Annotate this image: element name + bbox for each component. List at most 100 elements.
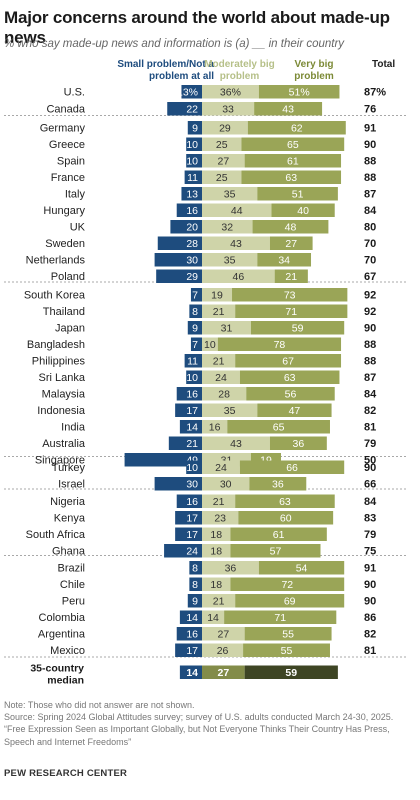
country-indonesia: Indonesia: [37, 405, 86, 417]
bar-small-philippines: [184, 354, 202, 368]
label-total-peru: 90: [364, 595, 376, 607]
label-very-malaysia: 56: [285, 388, 297, 400]
bar-moderate-south-korea: [202, 288, 233, 302]
label-total-canada: 76: [364, 103, 376, 115]
label-small-spain: 10: [186, 155, 198, 167]
label-small-philippines: 11: [187, 355, 198, 367]
bar-small-italy: [181, 187, 202, 201]
bar-moderate-brazil: [202, 561, 259, 575]
label-moderate-u-s: 36%: [220, 86, 241, 98]
note-text: Note: Those who did not answer are not s…: [4, 700, 195, 710]
bar-very-uk: [252, 220, 329, 234]
country-france: France: [51, 172, 85, 184]
bar-very-philippines: [235, 354, 342, 368]
label-very-peru: 69: [284, 595, 296, 607]
label-small-nigeria: 16: [186, 496, 198, 508]
bar-very-brazil: [258, 561, 345, 575]
country-canada: Canada: [46, 103, 85, 115]
bar-very-chile: [230, 577, 345, 591]
label-small-india: 14: [186, 421, 198, 433]
bar-moderate-greece: [202, 137, 242, 151]
bar-very-israel: [249, 477, 307, 491]
label-small-italy: 13: [186, 188, 198, 200]
label-moderate-peru: 21: [213, 595, 225, 607]
bar-very-u-s: [258, 85, 340, 99]
label-moderate-south-africa: 18: [210, 529, 222, 541]
label-total-turkey: 90: [364, 462, 376, 474]
bar-small-argentina: [176, 627, 202, 641]
label-total-malaysia: 84: [364, 388, 377, 400]
label-small-greece: 10: [186, 139, 198, 151]
label-total-sri-lanka: 87: [364, 372, 376, 384]
bar-small-turkey: [186, 460, 202, 474]
country-uk: UK: [70, 221, 86, 233]
label-total-brazil: 91: [364, 562, 376, 574]
label-total-poland: 67: [364, 271, 376, 283]
label-small-germany: 9: [192, 122, 198, 134]
label-small-uk: 20: [186, 221, 198, 233]
label-moderate-philippines: 21: [213, 355, 225, 367]
bar-small-bangladesh: [190, 337, 202, 351]
label-very-canada: 43: [282, 103, 294, 115]
bar-very-india: [227, 420, 330, 434]
label-moderate-netherlands: 35: [224, 254, 236, 266]
label-total-bangladesh: 88: [364, 339, 376, 351]
chart-title: Major concerns around the world about ma…: [4, 8, 390, 47]
label-very-nigeria: 63: [279, 496, 291, 508]
label-total-japan: 90: [364, 322, 376, 334]
label-very-australia: 36: [293, 438, 305, 450]
bar-small-nigeria: [176, 494, 202, 508]
label-moderate-kenya: 23: [214, 512, 226, 524]
bar-moderate-australia: [202, 436, 270, 450]
country-peru: Peru: [62, 595, 85, 607]
label-small-colombia: 14: [186, 612, 198, 624]
label-moderate-sweden: 43: [230, 238, 242, 250]
bar-moderate-u-s: [202, 85, 259, 99]
label-very-netherlands: 34: [278, 254, 290, 266]
label-total-france: 88: [364, 172, 376, 184]
bar-very-spain: [244, 154, 342, 168]
bar-small-greece: [186, 137, 202, 151]
country-india: India: [61, 421, 86, 433]
label-moderate-median: 27: [217, 667, 229, 679]
country-poland: Poland: [51, 271, 85, 283]
label-total-australia: 79: [364, 438, 376, 450]
bar-small-ghana: [164, 544, 202, 558]
label-moderate-spain: 27: [217, 155, 229, 167]
bar-very-mexico: [243, 643, 330, 657]
bar-very-south-africa: [230, 527, 327, 541]
label-total-south-korea: 92: [364, 289, 376, 301]
bar-small-brazil: [189, 561, 202, 575]
label-very-indonesia: 47: [289, 405, 301, 417]
label-very-mexico: 55: [281, 645, 293, 657]
bar-small-malaysia: [176, 387, 202, 401]
country-bangladesh: Bangladesh: [27, 339, 85, 351]
label-moderate-singapore: 31: [221, 454, 233, 466]
label-very-colombia: 71: [274, 612, 286, 624]
label-moderate-germany: 29: [219, 122, 231, 134]
label-very-hungary: 40: [297, 205, 309, 217]
bar-very-peru: [235, 594, 345, 608]
bar-moderate-poland: [202, 269, 275, 283]
bar-small-india: [179, 420, 202, 434]
label-moderate-canada: 33: [222, 103, 234, 115]
bar-moderate-colombia: [202, 610, 225, 624]
notes: Note: Those who did not answer are not s…: [4, 699, 416, 748]
bar-moderate-sri-lanka: [202, 370, 240, 384]
label-small-poland: 29: [186, 271, 198, 283]
label-total-philippines: 88: [364, 355, 376, 367]
median-label-line1: 35-country: [30, 663, 84, 675]
label-very-chile: 72: [281, 579, 293, 591]
bar-small-kenya: [175, 511, 202, 525]
label-total-greece: 90: [364, 139, 376, 151]
label-small-turkey: 10: [186, 462, 198, 474]
bar-very-nigeria: [235, 494, 335, 508]
label-very-brazil: 54: [296, 562, 308, 574]
bar-small-peru: [187, 594, 202, 608]
country-japan: Japan: [55, 322, 85, 334]
country-ghana: Ghana: [52, 545, 86, 557]
bar-very-colombia: [224, 610, 337, 624]
label-very-south-africa: 61: [273, 529, 285, 541]
label-small-sri-lanka: 10: [186, 372, 198, 384]
country-south-africa: South Africa: [26, 529, 86, 541]
